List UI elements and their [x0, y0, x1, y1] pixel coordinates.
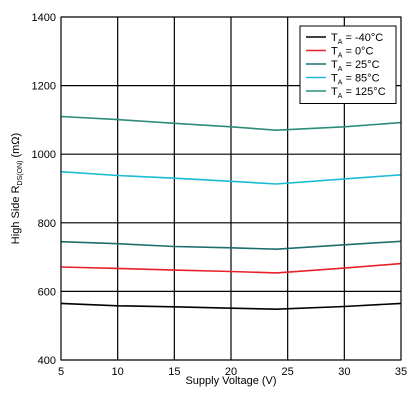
x-tick-label: 30	[338, 366, 350, 378]
y-axis-label-prefix: High Side R	[10, 185, 22, 244]
legend-label-rest: = 125°C	[342, 86, 385, 98]
legend-label: TA = -40°C	[331, 32, 383, 46]
legend-label-rest: = -40°C	[342, 32, 383, 44]
series-line-2	[60, 262, 402, 274]
series-line-1	[60, 302, 402, 311]
legend-label-main: T	[331, 73, 338, 85]
legend-label: TA = 25°C	[331, 59, 380, 73]
y-tick-label: 600	[38, 286, 56, 298]
legend-label-rest: = 25°C	[342, 59, 379, 71]
series-line-3	[60, 240, 402, 250]
legend-label: TA = 125°C	[331, 86, 386, 100]
x-tick-labels: 5 10 15 20 25 30 35	[58, 366, 407, 378]
series-lines	[60, 115, 402, 311]
legend-label-main: T	[331, 59, 338, 71]
legend: TA = -40°CTA = 0°CTA = 25°CTA = 85°CTA =…	[299, 25, 397, 104]
x-tick-label: 15	[168, 366, 180, 378]
x-axis-label: Supply Voltage (V)	[185, 375, 276, 387]
x-tick-label: 10	[112, 366, 124, 378]
legend-label-main: T	[331, 32, 338, 44]
x-tick-label: 5	[58, 366, 64, 378]
x-tick-label: 35	[395, 366, 407, 378]
plot-frame	[60, 16, 402, 361]
x-tick-label: 25	[282, 366, 294, 378]
legend-label: TA = 0°C	[331, 46, 373, 60]
legend-label-rest: = 85°C	[342, 73, 379, 85]
y-tick-label: 1200	[32, 81, 56, 93]
series-line-4	[60, 170, 402, 185]
y-axis-label-suffix: (mΩ)	[10, 133, 22, 161]
y-tick-label: 800	[38, 218, 56, 230]
legend-label: TA = 85°C	[331, 73, 380, 87]
series-line-5	[60, 115, 402, 131]
legend-label-sub: A	[338, 39, 343, 46]
y-tick-label: 1400	[32, 12, 56, 24]
y-axis-label: High Side RDS(ON) (mΩ)	[10, 133, 24, 244]
legend-label-rest: = 0°C	[342, 46, 373, 58]
x-tick-label: 20	[225, 366, 237, 378]
y-axis-label-subscript: DS(ON)	[17, 161, 24, 186]
legend-label-sub: A	[338, 80, 343, 87]
y-tick-labels: 400 600 800 1000 1200 1400	[32, 12, 56, 367]
y-tick-label: 1000	[32, 149, 56, 161]
legend-label-sub: A	[338, 53, 343, 60]
legend-label-sub: A	[338, 93, 343, 100]
y-tick-label: 400	[38, 355, 56, 367]
legend-label-main: T	[331, 86, 338, 98]
legend-label-sub: A	[338, 66, 343, 73]
legend-label-main: T	[331, 46, 338, 58]
